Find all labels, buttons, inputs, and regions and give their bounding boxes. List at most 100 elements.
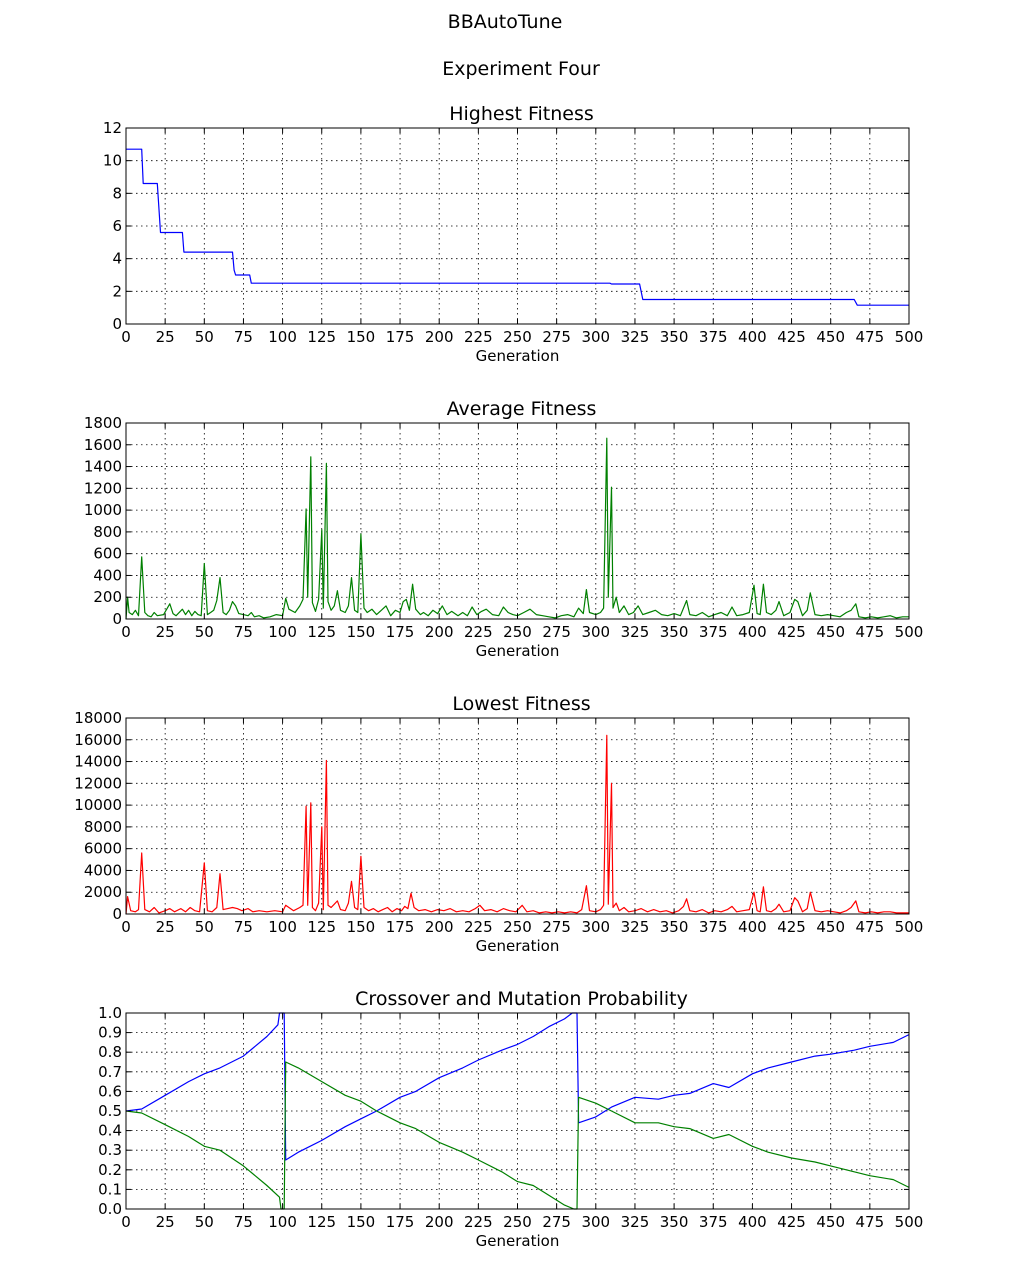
y-tick-label: 0.3 xyxy=(98,1141,122,1159)
x-tick-label: 350 xyxy=(660,328,689,346)
x-tick-label: 250 xyxy=(503,918,532,936)
x-tick-label: 350 xyxy=(660,1213,689,1231)
y-tick-label: 1.0 xyxy=(98,1004,122,1022)
y-tick-label: 6 xyxy=(112,217,122,235)
x-axis-label: Generation xyxy=(476,642,560,660)
chart-title: Highest Fitness xyxy=(449,103,594,125)
y-tick-label: 0 xyxy=(112,610,122,628)
x-tick-label: 300 xyxy=(581,623,610,641)
x-tick-label: 200 xyxy=(425,1213,454,1231)
x-tick-label: 0 xyxy=(121,1213,131,1231)
x-tick-label: 75 xyxy=(234,918,253,936)
x-tick-label: 350 xyxy=(660,623,689,641)
figure-subtitle: Experiment Four xyxy=(442,58,600,80)
x-tick-label: 0 xyxy=(121,328,131,346)
x-tick-label: 400 xyxy=(738,1213,767,1231)
y-tick-label: 12000 xyxy=(74,774,122,792)
x-tick-label: 100 xyxy=(268,623,297,641)
x-tick-label: 200 xyxy=(425,918,454,936)
x-axis-label: Generation xyxy=(476,1232,560,1250)
y-tick-label: 0.9 xyxy=(98,1024,122,1042)
x-tick-label: 75 xyxy=(234,623,253,641)
y-tick-label: 2 xyxy=(112,282,122,300)
x-tick-label: 275 xyxy=(542,328,571,346)
x-tick-label: 25 xyxy=(156,918,175,936)
x-tick-label: 50 xyxy=(195,918,214,936)
x-tick-label: 300 xyxy=(581,1213,610,1231)
x-tick-label: 50 xyxy=(195,623,214,641)
x-tick-label: 75 xyxy=(234,328,253,346)
x-tick-label: 300 xyxy=(581,328,610,346)
y-tick-label: 10 xyxy=(103,152,122,170)
y-tick-label: 0 xyxy=(112,905,122,923)
x-tick-label: 125 xyxy=(307,623,336,641)
x-tick-label: 325 xyxy=(621,918,650,936)
y-tick-label: 8000 xyxy=(84,818,122,836)
y-tick-label: 1800 xyxy=(84,414,122,432)
y-tick-label: 1400 xyxy=(84,458,122,476)
x-tick-label: 250 xyxy=(503,328,532,346)
series-line-1 xyxy=(125,437,909,620)
chart-panel-4: 0 25 50 75 100 125 150 175 200 225 250 275 300 325 350… xyxy=(98,988,923,1250)
y-tick-label: 1000 xyxy=(84,501,122,519)
x-tick-label: 425 xyxy=(777,623,806,641)
y-tick-label: 6000 xyxy=(84,840,122,858)
plot-frame xyxy=(125,717,910,915)
x-tick-label: 375 xyxy=(699,623,728,641)
x-tick-label: 25 xyxy=(156,623,175,641)
x-tick-label: 125 xyxy=(307,1213,336,1231)
series-line-1 xyxy=(126,148,909,306)
chart-panel-3: 0 25 50 75 100 125 150 175 200 225 250 275 300 325 350… xyxy=(74,693,923,955)
x-tick-label: 350 xyxy=(660,918,689,936)
x-tick-label: 150 xyxy=(347,328,376,346)
y-tick-label: 400 xyxy=(93,566,122,584)
x-axis-label: Generation xyxy=(476,937,560,955)
x-tick-label: 300 xyxy=(581,918,610,936)
x-tick-label: 75 xyxy=(234,1213,253,1231)
x-tick-label: 425 xyxy=(777,1213,806,1231)
x-tick-label: 25 xyxy=(156,1213,175,1231)
x-tick-label: 500 xyxy=(895,623,924,641)
figure-suptitle: BBAutoTune xyxy=(448,11,563,33)
charts-group: 0 25 50 75 100 125 150 175 200 225 250 275 300 325 350… xyxy=(74,103,923,1250)
y-tick-label: 0.7 xyxy=(98,1063,122,1081)
x-tick-label: 225 xyxy=(464,1213,493,1231)
x-tick-label: 450 xyxy=(816,1213,845,1231)
x-tick-label: 500 xyxy=(895,918,924,936)
y-tick-label: 600 xyxy=(93,545,122,563)
series-line-1 xyxy=(125,734,909,915)
x-tick-label: 25 xyxy=(156,328,175,346)
x-tick-label: 50 xyxy=(195,1213,214,1231)
y-tick-label: 0.2 xyxy=(98,1161,122,1179)
x-tick-label: 225 xyxy=(464,918,493,936)
y-tick-label: 0 xyxy=(112,315,122,333)
x-tick-label: 225 xyxy=(464,623,493,641)
x-tick-label: 0 xyxy=(121,623,131,641)
y-tick-label: 2000 xyxy=(84,883,122,901)
y-tick-label: 4 xyxy=(112,250,122,268)
y-tick-label: 0.5 xyxy=(98,1102,122,1120)
series-line-2 xyxy=(125,1061,910,1210)
x-tick-label: 150 xyxy=(347,918,376,936)
x-tick-label: 375 xyxy=(699,1213,728,1231)
x-tick-label: 475 xyxy=(856,1213,885,1231)
y-tick-label: 0.6 xyxy=(98,1082,122,1100)
x-tick-label: 400 xyxy=(738,328,767,346)
y-tick-label: 0.8 xyxy=(98,1043,122,1061)
y-tick-label: 200 xyxy=(93,588,122,606)
x-tick-label: 0 xyxy=(121,918,131,936)
y-tick-label: 1600 xyxy=(84,436,122,454)
x-tick-label: 125 xyxy=(307,328,336,346)
x-tick-label: 325 xyxy=(621,1213,650,1231)
x-tick-label: 225 xyxy=(464,328,493,346)
x-tick-label: 200 xyxy=(425,328,454,346)
chart-title: Average Fitness xyxy=(447,398,597,420)
y-tick-label: 4000 xyxy=(84,861,122,879)
x-tick-label: 375 xyxy=(699,918,728,936)
y-tick-label: 16000 xyxy=(74,731,122,749)
x-tick-label: 450 xyxy=(816,918,845,936)
chart-panel-2: 0 25 50 75 100 125 150 175 200 225 250 275 300 325 350… xyxy=(84,398,924,660)
y-tick-label: 12 xyxy=(103,119,122,137)
y-tick-label: 1200 xyxy=(84,479,122,497)
